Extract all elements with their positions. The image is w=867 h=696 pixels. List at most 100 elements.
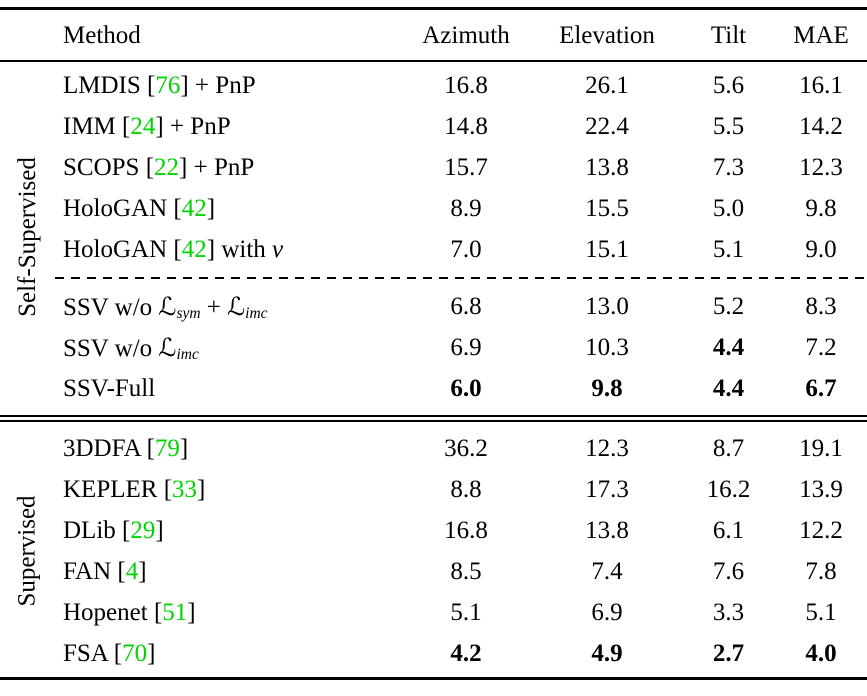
citation-link[interactable]: 51 <box>162 599 188 626</box>
azimuth-value: 7.0 <box>450 236 482 263</box>
header-row: Method Azimuth Elevation Tilt MAE <box>0 10 867 60</box>
math-subscript: sym <box>176 305 201 323</box>
text-segment: ] <box>206 195 216 222</box>
section-divider <box>0 415 867 422</box>
citation-link[interactable]: 29 <box>130 517 156 544</box>
azimuth-value: 6.8 <box>450 293 482 320</box>
method-cell: HoloGAN [42] with v <box>55 237 400 262</box>
citation-link[interactable]: 76 <box>155 72 181 99</box>
mae-value: 14.2 <box>799 113 843 140</box>
method-cell: HoloGAN [42] <box>55 196 400 221</box>
mae-value: 12.3 <box>799 154 843 181</box>
top-rule <box>0 7 867 10</box>
elevation-value: 13.0 <box>585 293 629 320</box>
table-row: HoloGAN [42] 8.9 15.5 5.0 9.8 <box>0 188 867 229</box>
elevation-value: 22.4 <box>585 113 629 140</box>
mae-value: 7.8 <box>805 558 837 585</box>
tilt-value: 2.7 <box>712 640 745 667</box>
citation-link[interactable]: 42 <box>181 236 207 263</box>
table-row: FAN [4] 8.5 7.4 7.6 7.8 <box>0 551 867 592</box>
method-cell: 3DDFA [79] <box>55 436 400 461</box>
tilt-value: 5.5 <box>712 113 745 140</box>
mae-value: 16.1 <box>799 72 843 99</box>
dashed-divider <box>55 277 867 279</box>
table-row: Hopenet [51] 5.1 6.9 3.3 5.1 <box>0 592 867 633</box>
group-label-container: Supervised <box>0 425 55 677</box>
citation-link[interactable]: 24 <box>130 113 156 140</box>
method-cell: FSA [70] <box>55 641 400 666</box>
text-segment: SCOPS [ <box>63 154 155 181</box>
elevation-value: 9.8 <box>591 375 623 402</box>
text-segment: SSV-Full <box>63 375 156 402</box>
citation-link[interactable]: 70 <box>122 640 148 667</box>
math-var: v <box>272 236 284 263</box>
bottom-rule <box>0 677 867 680</box>
mae-value: 7.2 <box>805 334 837 361</box>
text-segment: DLib [ <box>63 517 131 544</box>
azimuth-value: 36.2 <box>444 435 488 462</box>
citation-link[interactable]: 42 <box>181 195 207 222</box>
text-segment: ] with <box>206 236 273 263</box>
citation-link[interactable]: 22 <box>154 154 180 181</box>
mae-value: 4.0 <box>805 640 837 667</box>
text-segment: IMM [ <box>63 113 131 140</box>
tilt-value: 16.2 <box>706 476 751 503</box>
text-segment: ] <box>179 435 189 462</box>
elevation-value: 15.1 <box>585 236 629 263</box>
elevation-value: 12.3 <box>585 435 629 462</box>
group-label-container: Self-Supervised <box>0 62 55 412</box>
tilt-value: 4.4 <box>712 375 745 402</box>
text-segment: HoloGAN [ <box>63 195 182 222</box>
text-segment: ] <box>187 599 196 626</box>
method-cell: Hopenet [51] <box>55 600 400 625</box>
table-row: SSV w/o ℒimc 6.9 10.3 4.4 7.2 <box>0 327 867 368</box>
header-azimuth: Azimuth <box>422 21 510 49</box>
azimuth-value: 8.8 <box>450 476 482 503</box>
tilt-value: 3.3 <box>712 599 745 626</box>
math-symbol: ℒ <box>158 291 177 321</box>
math-symbol: ℒ <box>227 291 246 321</box>
method-cell: SCOPS [22] + PnP <box>55 155 400 180</box>
method-cell: KEPLER [33] <box>55 477 400 502</box>
text-segment: HoloGAN [ <box>63 236 182 263</box>
citation-link[interactable]: 79 <box>154 435 180 462</box>
tilt-value: 7.6 <box>712 558 745 585</box>
azimuth-value: 14.8 <box>444 113 488 140</box>
text-segment: ] <box>155 517 164 544</box>
method-cell: IMM [24] + PnP <box>55 114 400 139</box>
header-method: Method <box>63 21 141 49</box>
text-segment: 3DDFA [ <box>63 435 155 462</box>
table-row: SCOPS [22] + PnP 15.7 13.8 7.3 12.3 <box>0 147 867 188</box>
elevation-value: 15.5 <box>585 195 629 222</box>
elevation-value: 7.4 <box>591 558 623 585</box>
table-row: DLib [29] 16.8 13.8 6.1 12.2 <box>0 510 867 551</box>
method-cell: SSV-Full <box>55 376 400 401</box>
table-row: KEPLER [33] 8.8 17.3 16.2 13.9 <box>0 469 867 510</box>
method-cell: SSV w/o ℒimc <box>55 332 400 364</box>
elevation-value: 26.1 <box>585 72 629 99</box>
table-row: LMDIS [76] + PnP 16.8 26.1 5.6 16.1 <box>0 65 867 106</box>
method-cell: DLib [29] <box>55 518 400 543</box>
azimuth-value: 16.8 <box>444 72 488 99</box>
table-row: HoloGAN [42] with v 7.0 15.1 5.1 9.0 <box>0 229 867 270</box>
section-divider-line <box>0 420 867 422</box>
text-segment: ] + PnP <box>179 154 255 181</box>
mae-value: 6.7 <box>805 375 837 402</box>
text-segment: Hopenet [ <box>63 599 163 626</box>
results-table: Method Azimuth Elevation Tilt MAE Self-S… <box>0 7 867 680</box>
header-rule <box>0 60 867 62</box>
citation-link[interactable]: 4 <box>125 558 139 585</box>
azimuth-value: 4.2 <box>450 640 482 667</box>
text-segment: KEPLER [ <box>63 476 173 503</box>
citation-link[interactable]: 33 <box>172 476 198 503</box>
text-segment: SSV w/o <box>63 293 159 321</box>
table-row: SSV w/o ℒsym + ℒimc 6.8 13.0 5.2 8.3 <box>0 286 867 327</box>
text-segment: ] <box>147 640 156 667</box>
azimuth-value: 6.9 <box>450 334 482 361</box>
section-divider-line <box>0 415 867 417</box>
mae-value: 12.2 <box>799 517 843 544</box>
tilt-value: 5.1 <box>712 236 745 263</box>
azimuth-value: 5.1 <box>450 599 482 626</box>
math-symbol: ℒ <box>158 332 177 362</box>
math-subscript: imc <box>176 346 199 364</box>
